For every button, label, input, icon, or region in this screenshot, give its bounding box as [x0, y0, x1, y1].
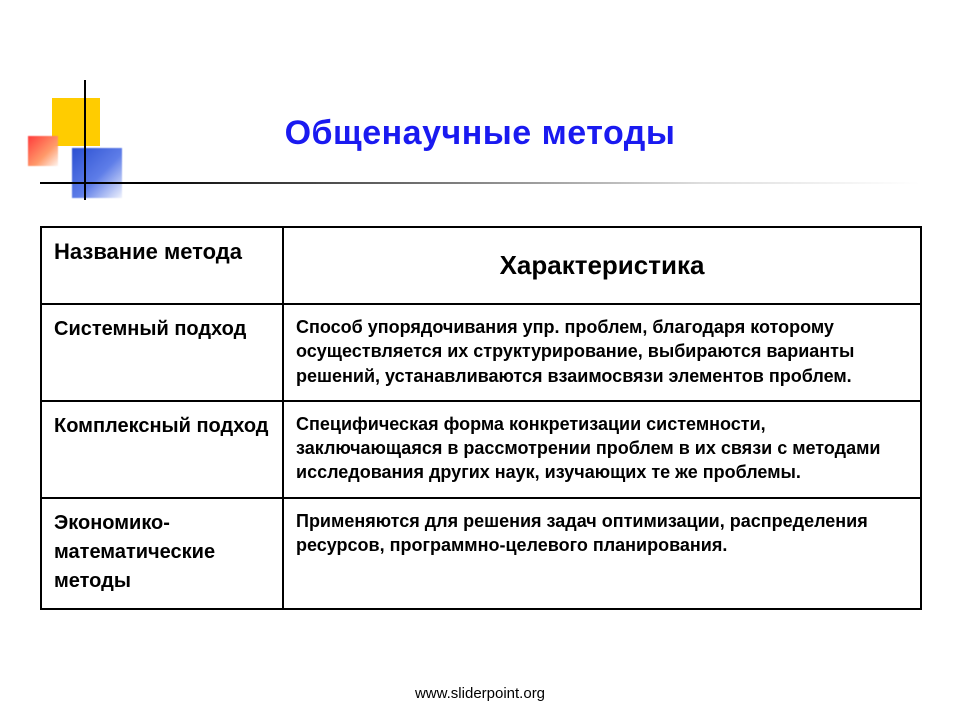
methods-table-wrap: Название метода Характеристика Системный…: [40, 226, 920, 610]
method-desc: Способ упорядочивания упр. проблем, благ…: [283, 304, 921, 401]
method-desc: Специфическая форма конкретизации систем…: [283, 401, 921, 498]
footer-url: www.sliderpoint.org: [0, 685, 960, 702]
table-row: Системный подход Способ упорядочивания у…: [41, 304, 921, 401]
method-name: Экономико-математические методы: [41, 498, 283, 609]
method-desc: Применяются для решения задач оптимизаци…: [283, 498, 921, 609]
table-header-row: Название метода Характеристика: [41, 227, 921, 304]
title-underline: [40, 182, 920, 184]
table-header-desc: Характеристика: [283, 227, 921, 304]
slide-title: Общенаучные методы: [0, 114, 960, 153]
deco-square-blue: [72, 148, 122, 198]
slide: Общенаучные методы Название метода Харак…: [0, 0, 960, 720]
table-row: Экономико-математические методы Применяю…: [41, 498, 921, 609]
method-name: Комплексный подход: [41, 401, 283, 498]
method-name: Системный подход: [41, 304, 283, 401]
methods-table: Название метода Характеристика Системный…: [40, 226, 922, 610]
table-header-name: Название метода: [41, 227, 283, 304]
table-row: Комплексный подход Специфическая форма к…: [41, 401, 921, 498]
